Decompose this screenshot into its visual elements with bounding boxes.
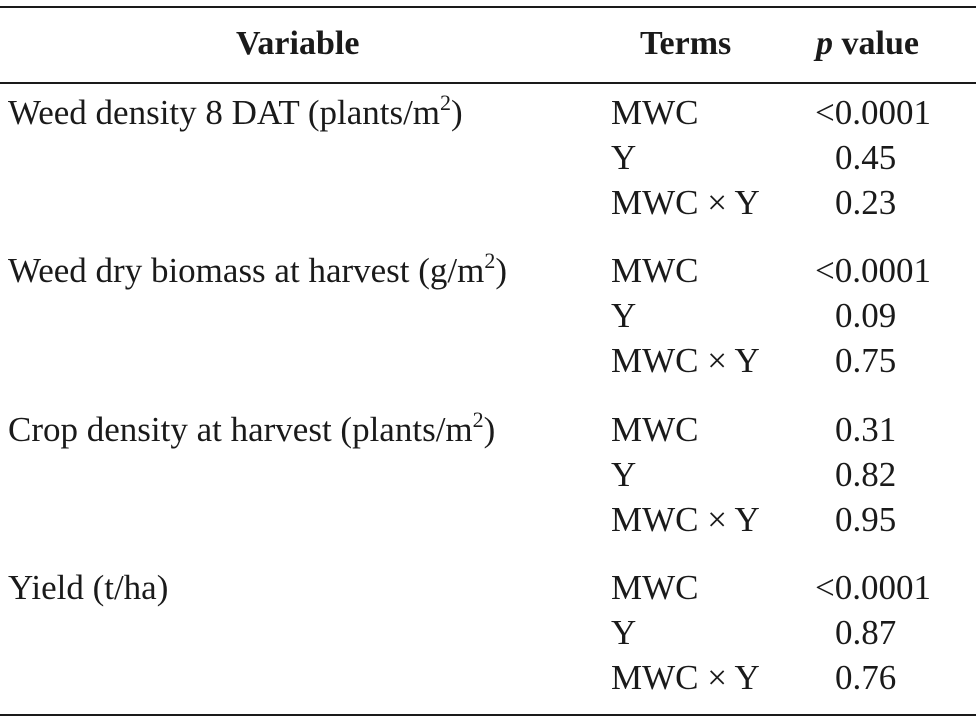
variable-label: Yield (t/ha) (8, 567, 168, 613)
p-value-cell: 0.95 (835, 500, 897, 539)
header-p-value: p value (816, 24, 919, 64)
table-row: Y 0.82 (0, 454, 976, 499)
table-row: Y 0.09 (0, 295, 976, 340)
header-variable: Variable (236, 25, 360, 62)
table-row: Y 0.45 (0, 137, 976, 182)
variable-label: Weed density 8 DAT (plants/m2) (8, 90, 463, 138)
term-cell: MWC × Y (611, 341, 760, 380)
header-rule (0, 82, 976, 84)
variable-group-yield: Yield (t/ha) MWC <0.0001 Y 0.87 MWC × Y … (0, 567, 976, 703)
header-terms: Terms (640, 25, 732, 62)
variable-label-text: Yield (t/ha) (8, 568, 169, 607)
table-row: MWC × Y 0.75 (0, 340, 976, 385)
variable-label-sup: 2 (440, 90, 452, 115)
table-row: MWC × Y 0.76 (0, 657, 976, 702)
term-cell: Y (611, 613, 637, 652)
p-value-cell: 0.23 (835, 183, 897, 222)
p-value-cell: 0.09 (835, 296, 897, 335)
term-cell: MWC (611, 251, 699, 290)
table-row: MWC × Y 0.23 (0, 182, 976, 227)
variable-label-end: ) (483, 410, 496, 449)
variable-label: Weed dry biomass at harvest (g/m2) (8, 248, 508, 296)
variable-label-sup: 2 (484, 248, 496, 273)
header-p-rest: value (833, 25, 919, 62)
p-value-cell: 0.31 (835, 410, 897, 449)
variable-label: Crop density at harvest (plants/m2) (8, 407, 496, 455)
variable-group-weed-biomass: Weed dry biomass at harvest (g/m2) MWC <… (0, 248, 976, 386)
table-row: MWC <0.0001 (0, 92, 976, 137)
term-cell: MWC (611, 568, 699, 607)
variable-label-end: ) (451, 93, 463, 132)
term-cell: Y (611, 296, 637, 335)
bottom-rule (0, 714, 976, 716)
variable-label-text: Weed density 8 DAT (plants/m (8, 93, 441, 132)
p-value-cell: 0.87 (835, 613, 897, 652)
term-cell: MWC (611, 93, 699, 132)
table-row: MWC <0.0001 (0, 250, 976, 295)
term-cell: Y (611, 138, 637, 177)
variable-label-sup: 2 (472, 407, 484, 432)
top-rule (0, 6, 976, 8)
term-cell: MWC × Y (611, 500, 760, 539)
table-row: MWC 0.31 (0, 409, 976, 454)
term-cell: MWC × Y (611, 183, 760, 222)
term-cell: MWC × Y (611, 658, 760, 697)
p-value-cell: <0.0001 (815, 568, 931, 607)
variable-label-text: Weed dry biomass at harvest (g/m (8, 251, 485, 290)
table-row: MWC <0.0001 (0, 567, 976, 612)
p-value-cell: 0.45 (835, 138, 897, 177)
term-cell: Y (611, 455, 637, 494)
p-value-cell: 0.75 (835, 341, 897, 380)
term-cell: MWC (611, 410, 699, 449)
variable-group-weed-density: Weed density 8 DAT (plants/m2) MWC <0.00… (0, 90, 976, 228)
variable-group-crop-density: Crop density at harvest (plants/m2) MWC … (0, 407, 976, 545)
table-row: MWC × Y 0.95 (0, 499, 976, 544)
variable-label-end: ) (495, 251, 508, 290)
p-value-cell: 0.76 (835, 658, 897, 697)
variable-label-text: Crop density at harvest (plants/m (8, 410, 473, 449)
table-row: Y 0.87 (0, 612, 976, 657)
header-p-italic: p (816, 25, 833, 62)
p-value-cell: 0.82 (835, 455, 897, 494)
p-value-cell: <0.0001 (815, 93, 931, 132)
p-value-cell: <0.0001 (815, 251, 931, 290)
